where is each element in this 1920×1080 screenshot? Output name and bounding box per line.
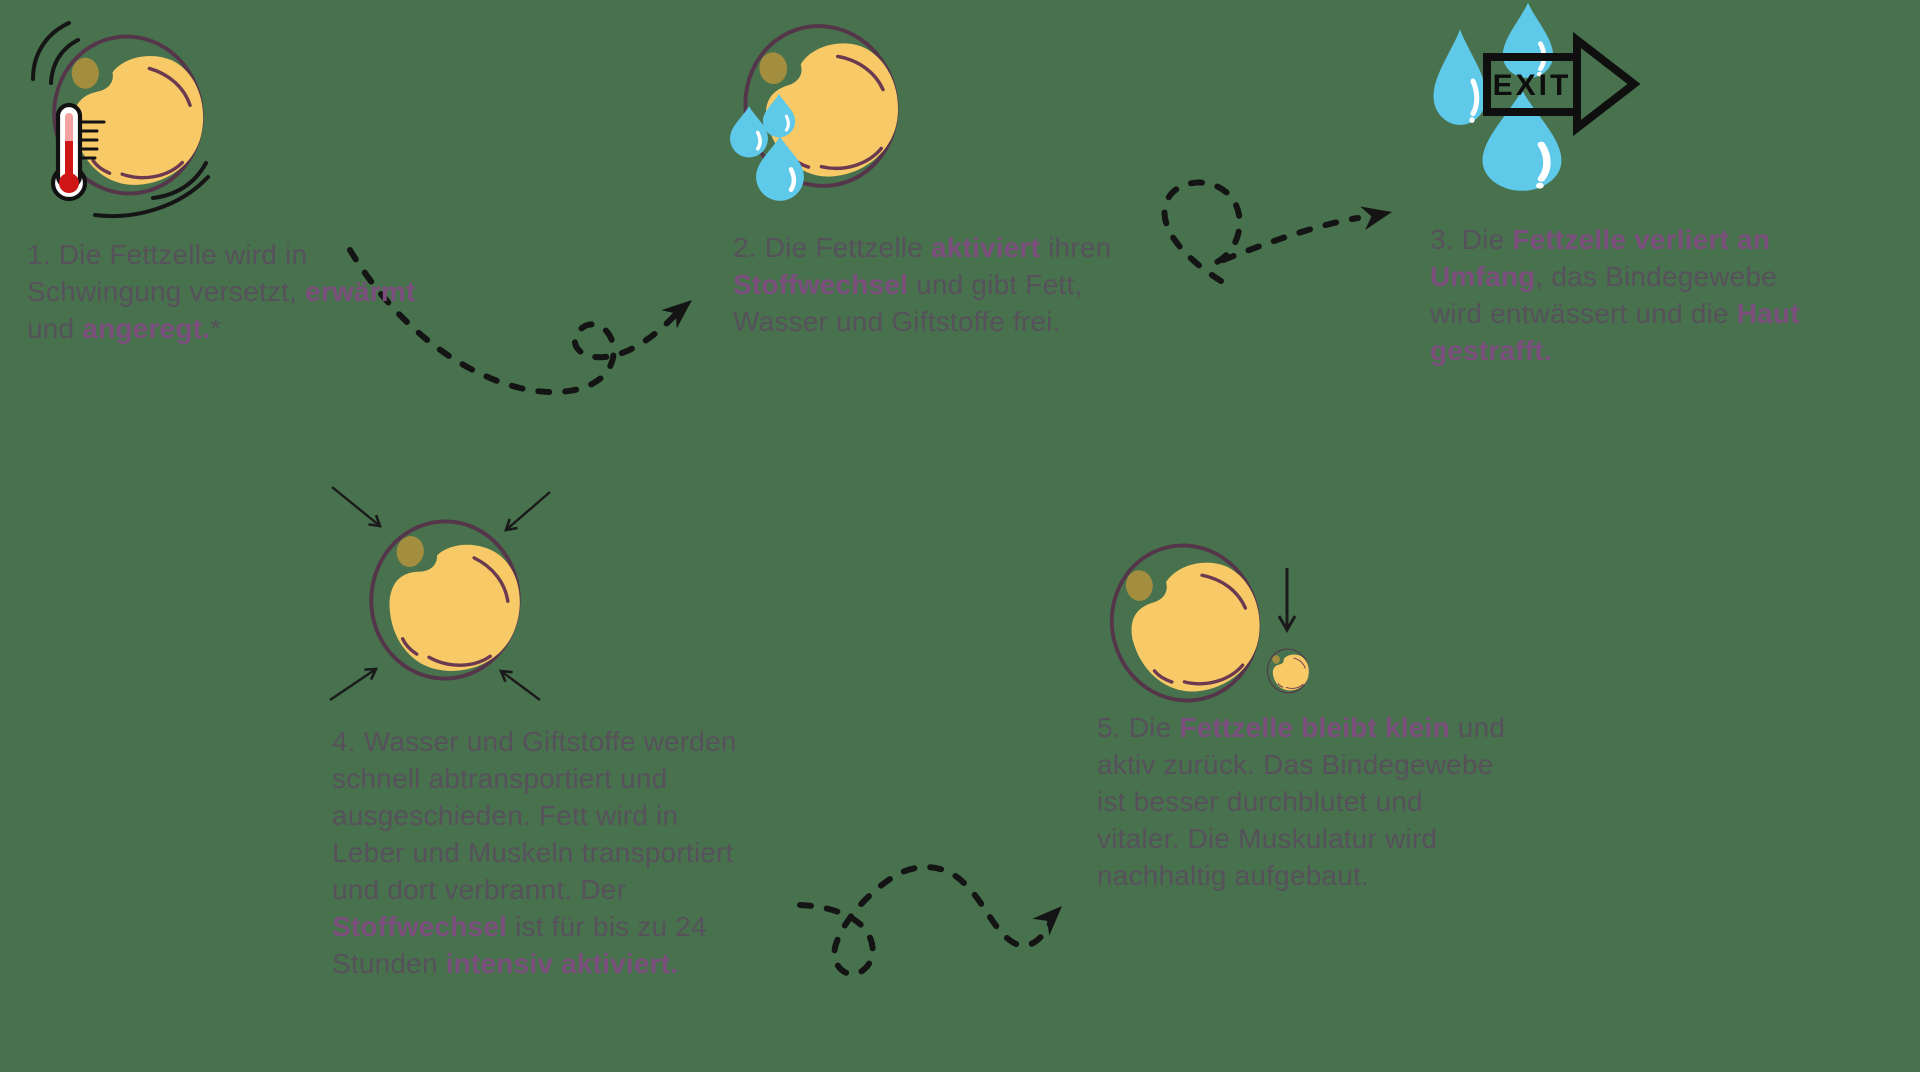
- highlighted-text: Fettzelle bleibt klein: [1179, 712, 1450, 743]
- highlighted-text: angeregt.: [82, 313, 211, 344]
- step-5-text: 5. Die Fettzelle bleibt klein und aktiv …: [1097, 709, 1597, 894]
- thermometer-icon: [50, 102, 106, 202]
- large-and-small-fat-cell-icon: [1092, 527, 1312, 719]
- thermometer-scale-ticks: [79, 120, 106, 160]
- fat-cell-shrinking-arrows-icon: [329, 486, 551, 704]
- highlighted-text: Stoffwechsel: [733, 269, 909, 300]
- water-drops-exit-arrow-icon: EXIT: [1420, 0, 1641, 215]
- dashed-arrow-step1-to-step2: [347, 247, 692, 396]
- highlighted-text: Fettzelle verliert an Umfang: [1430, 224, 1771, 292]
- step-3-text: 3. Die Fettzelle verliert an Umfang, das…: [1430, 221, 1920, 369]
- step-2-text: 2. Die Fettzelle aktiviert ihren Stoffwe…: [733, 229, 1203, 340]
- highlighted-text: Haut gestrafft.: [1430, 298, 1800, 366]
- step-4-text: 4. Wasser und Giftstoffe werden schnell …: [332, 723, 862, 982]
- down-arrow-icon: [1277, 568, 1297, 634]
- plain-text: und aktiv zurück. Das Bindegewebe ist be…: [1097, 712, 1506, 891]
- bottom-white-strip: [0, 1072, 1920, 1080]
- plain-text: *: [210, 313, 222, 344]
- step-1-text: 1. Die Fettzelle wird in Schwingung vers…: [27, 236, 447, 347]
- plain-text: 1. Die Fettzelle wird in Schwingung vers…: [27, 239, 308, 307]
- vibrating-fat-cell-with-thermometer-icon: [31, 21, 214, 219]
- highlighted-text: erwärmt: [305, 276, 416, 307]
- vibration-arcs: [31, 21, 210, 219]
- plain-text: und: [27, 313, 75, 344]
- highlighted-text: aktiviert: [930, 232, 1041, 263]
- inward-arrows: [329, 486, 551, 701]
- exit-sign-label: EXIT: [1493, 69, 1572, 102]
- plain-text: 2. Die Fettzelle: [733, 232, 931, 263]
- plain-text: und gibt Fett, Wasser und Giftstoffe fre…: [733, 269, 1083, 337]
- exit-sign: EXIT: [1483, 31, 1641, 137]
- plain-text: ihren: [1048, 232, 1112, 263]
- plain-text: 4. Wasser und Giftstoffe werden schnell …: [332, 726, 737, 905]
- highlighted-text: intensiv aktiviert.: [445, 948, 679, 979]
- plain-text: ist für bis zu 24 Stunden: [332, 911, 707, 979]
- plain-text: , das Bindegewebe wird entwässert und di…: [1430, 261, 1777, 329]
- dashed-arrow-step2-to-step3: [1161, 179, 1392, 284]
- plain-text: 3. Die: [1430, 224, 1513, 255]
- plain-text: 5. Die: [1097, 712, 1180, 743]
- highlighted-text: Stoffwechsel: [332, 911, 508, 942]
